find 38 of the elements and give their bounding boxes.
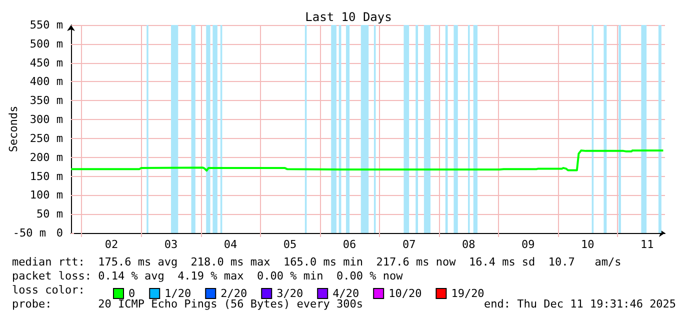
y-tick-label: 350 m [30, 94, 64, 108]
legend-label: 1/20 [164, 287, 192, 300]
y-tick-label: 250 m [30, 132, 64, 145]
text: packet loss: 0.14 % avg 4.19 % max 0.00 % min 0.00 % now [12, 270, 404, 282]
legend-label: 0 [128, 287, 136, 300]
legend-label: 10/20 [388, 287, 422, 300]
x-tick-label: 05 [283, 238, 297, 251]
chart-title: Last 10 Days [305, 10, 392, 24]
y-tick-label: 450 m [30, 56, 64, 70]
y-tick-label: 0 [56, 226, 64, 240]
y-tick-label: 400 m [30, 75, 64, 88]
x-tick-label: 10 [581, 238, 594, 251]
x-tick-label: 06 [342, 238, 356, 251]
legend-label: 2/20 [220, 287, 248, 300]
y-axis-title: Seconds [7, 106, 20, 152]
y-tick-label: 100 m [30, 188, 64, 202]
x-tick-label: 03 [164, 238, 178, 251]
y-tick-label: 500 m [30, 37, 64, 50]
x-tick-label: 04 [224, 238, 238, 251]
legend-label: 19/20 [451, 287, 484, 300]
line-series [70, 150, 664, 172]
y-tick-label: 150 m [30, 170, 64, 183]
x-tick-label: 08 [462, 238, 476, 251]
y-tick-label: 550 m [30, 18, 64, 32]
text: probe: 20 ICMP Echo Pings (56 Bytes) every 300s [12, 298, 363, 310]
text: loss color: [12, 284, 85, 296]
text: median rtt: 175.6 ms avg 218.0 ms max 165.0 ms min 217.6 ms now 16.4 ms sd 10.7 am/s [12, 256, 622, 268]
legend-label: 3/20 [276, 287, 304, 300]
y-tick-label: 200 m [30, 150, 64, 164]
y-tick-label: 300 m [30, 113, 64, 126]
text: -50 m [12, 226, 46, 240]
x-tick-label: 11 [640, 238, 654, 251]
x-tick-label: 02 [104, 238, 118, 251]
x-tick-label: 07 [402, 238, 416, 251]
text: end: Thu Dec 11 19:31:46 2025 [484, 298, 676, 310]
x-tick-label: 09 [521, 238, 535, 251]
y-tick-label: 50 m [36, 208, 64, 221]
legend-label: 4/20 [332, 287, 360, 300]
